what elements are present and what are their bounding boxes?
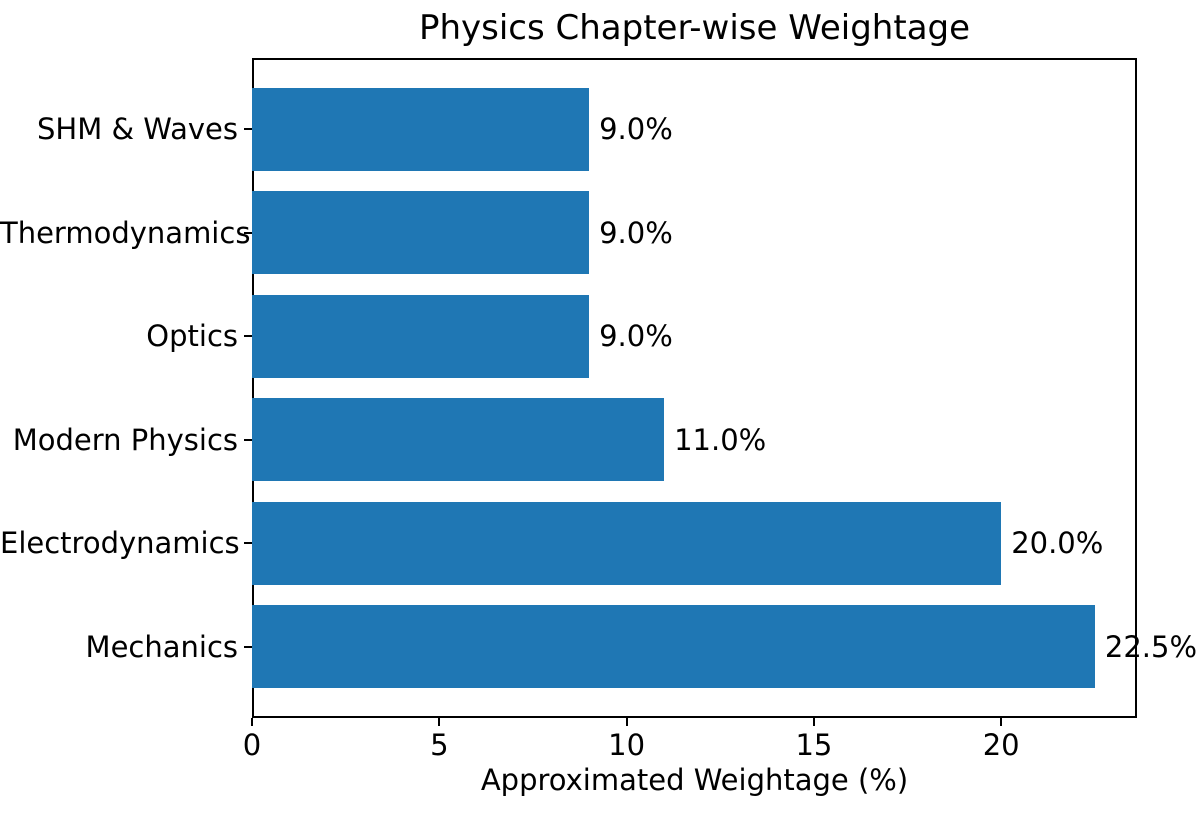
bar-optics — [252, 294, 590, 378]
y-tick-mark — [244, 542, 252, 545]
x-tick-label-10: 10 — [608, 728, 646, 762]
bar-value-label-modern-physics: 11.0% — [674, 422, 767, 457]
bar-value-label-mechanics: 22.5% — [1104, 629, 1198, 664]
y-tick-mark — [244, 645, 252, 648]
x-tick-label-0: 0 — [242, 728, 262, 762]
bar-thermodynamics — [252, 191, 590, 275]
y-tick-label-shm-waves: SHM & Waves — [37, 112, 238, 147]
y-tick-mark — [244, 438, 252, 441]
y-tick-mark — [244, 128, 252, 131]
x-tick-mark — [1000, 718, 1003, 726]
x-tick-label-20: 20 — [982, 728, 1020, 762]
bar-modern-physics — [252, 398, 665, 482]
bar-value-label-thermodynamics: 9.0% — [599, 215, 673, 250]
bar-value-label-electrodynamics: 20.0% — [1011, 526, 1104, 561]
y-tick-label-mechanics: Mechanics — [85, 629, 238, 664]
y-tick-label-thermodynamics: Thermodynamics — [0, 215, 251, 250]
x-axis-label: Approximated Weightage (%) — [480, 763, 909, 797]
bar-value-label-optics: 9.0% — [599, 319, 673, 354]
x-tick-label-5: 5 — [430, 728, 449, 762]
y-tick-label-optics: Optics — [146, 319, 238, 354]
bar-mechanics — [252, 605, 1095, 688]
y-tick-label-modern-physics: Modern Physics — [12, 422, 238, 457]
chart-title: Physics Chapter-wise Weightage — [418, 8, 971, 48]
x-tick-mark — [625, 718, 628, 726]
bar-shm-waves — [252, 88, 590, 171]
x-tick-mark — [251, 718, 253, 726]
y-tick-mark — [244, 335, 252, 338]
x-tick-mark — [438, 718, 441, 726]
y-tick-label-electrodynamics: Electrodynamics — [0, 526, 240, 561]
y-tick-mark — [244, 231, 252, 234]
x-tick-mark — [812, 718, 815, 726]
x-tick-label-15: 15 — [795, 728, 833, 762]
bar-electrodynamics — [252, 501, 1002, 585]
bar-value-label-shm-waves: 9.0% — [599, 112, 673, 147]
